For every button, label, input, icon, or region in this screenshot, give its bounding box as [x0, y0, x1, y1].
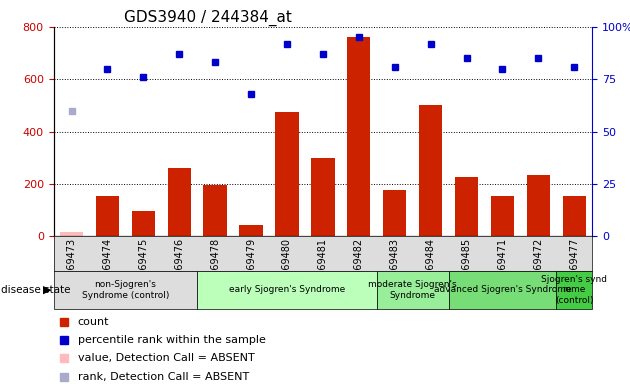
- Text: GSM569482: GSM569482: [354, 238, 364, 297]
- Text: GSM569483: GSM569483: [390, 238, 399, 297]
- Text: GSM569485: GSM569485: [462, 238, 471, 297]
- Bar: [132, 210, 155, 236]
- Text: GSM569471: GSM569471: [498, 238, 507, 297]
- Text: percentile rank within the sample: percentile rank within the sample: [77, 335, 266, 345]
- Bar: [419, 105, 442, 236]
- Bar: [239, 225, 263, 236]
- Text: GSM569481: GSM569481: [318, 238, 328, 297]
- Bar: [347, 37, 370, 236]
- Bar: [54, 271, 197, 309]
- Text: GSM569475: GSM569475: [139, 238, 148, 297]
- Text: GSM569473: GSM569473: [67, 238, 76, 297]
- Text: GSM569472: GSM569472: [534, 238, 543, 297]
- Bar: [563, 195, 586, 236]
- Text: count: count: [77, 317, 109, 327]
- Bar: [377, 271, 449, 309]
- Bar: [197, 271, 377, 309]
- Bar: [527, 175, 550, 236]
- Text: GSM569474: GSM569474: [103, 238, 112, 297]
- Bar: [275, 112, 299, 236]
- Text: Sjogren's synd
rome
(control): Sjogren's synd rome (control): [541, 275, 607, 305]
- Bar: [455, 177, 478, 236]
- Bar: [203, 185, 227, 236]
- Text: ▶: ▶: [43, 285, 51, 295]
- Text: GDS3940 / 244384_at: GDS3940 / 244384_at: [123, 9, 292, 25]
- Text: advanced Sjogren's Syndrome: advanced Sjogren's Syndrome: [433, 285, 571, 295]
- Bar: [383, 190, 406, 236]
- Bar: [449, 271, 556, 309]
- Bar: [491, 195, 514, 236]
- Text: GSM569476: GSM569476: [175, 238, 184, 297]
- Text: GSM569477: GSM569477: [570, 238, 579, 297]
- Text: GSM569478: GSM569478: [210, 238, 220, 297]
- Text: GSM569480: GSM569480: [282, 238, 292, 297]
- Text: GSM569479: GSM569479: [246, 238, 256, 297]
- Bar: [311, 158, 335, 236]
- Text: rank, Detection Call = ABSENT: rank, Detection Call = ABSENT: [77, 372, 249, 382]
- Text: disease state: disease state: [1, 285, 71, 295]
- Text: GSM569484: GSM569484: [426, 238, 435, 297]
- Text: non-Sjogren's
Syndrome (control): non-Sjogren's Syndrome (control): [82, 280, 169, 300]
- Bar: [60, 232, 83, 236]
- Text: early Sjogren's Syndrome: early Sjogren's Syndrome: [229, 285, 345, 295]
- Bar: [556, 271, 592, 309]
- Bar: [168, 168, 191, 236]
- Text: moderate Sjogren's
Syndrome: moderate Sjogren's Syndrome: [369, 280, 457, 300]
- Text: value, Detection Call = ABSENT: value, Detection Call = ABSENT: [77, 353, 255, 364]
- Bar: [96, 196, 119, 236]
